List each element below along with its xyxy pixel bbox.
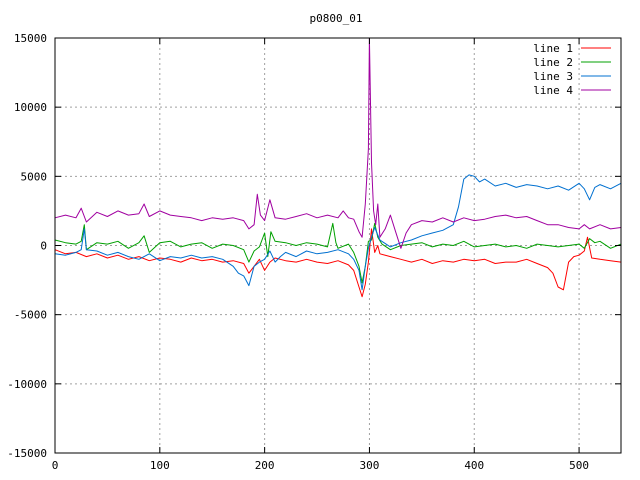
x-tick-label: 300 bbox=[360, 459, 380, 472]
grid-lines bbox=[55, 38, 621, 453]
x-tick-label: 400 bbox=[464, 459, 484, 472]
series-line-1 bbox=[54, 228, 622, 298]
y-tick-label: 15000 bbox=[14, 32, 47, 45]
y-tick-label: 5000 bbox=[21, 170, 48, 183]
series-line-4 bbox=[54, 37, 622, 249]
y-tick-label: 10000 bbox=[14, 101, 47, 114]
legend-label: line 4 bbox=[533, 84, 573, 97]
x-tick-label: 0 bbox=[52, 459, 59, 472]
legend-label: line 2 bbox=[533, 56, 573, 69]
y-tick-label: -10000 bbox=[7, 378, 47, 391]
y-tick-label: -5000 bbox=[14, 309, 47, 322]
y-tick-label: -15000 bbox=[7, 447, 47, 460]
legend-label: line 3 bbox=[533, 70, 573, 83]
series-line-3 bbox=[54, 174, 622, 291]
x-tick-label: 500 bbox=[569, 459, 589, 472]
axis-ticks: 0 100 200 300 400 500 -15000 -10000 -5000 0 5000 10… bbox=[7, 32, 621, 472]
legend-label: line 1 bbox=[533, 42, 573, 55]
x-tick-label: 100 bbox=[150, 459, 170, 472]
series-line-2 bbox=[54, 222, 622, 284]
x-tick-label: 200 bbox=[255, 459, 275, 472]
chart-title: p0800_01 bbox=[310, 12, 363, 25]
y-tick-label: 0 bbox=[40, 240, 47, 253]
series-lines bbox=[54, 37, 622, 298]
